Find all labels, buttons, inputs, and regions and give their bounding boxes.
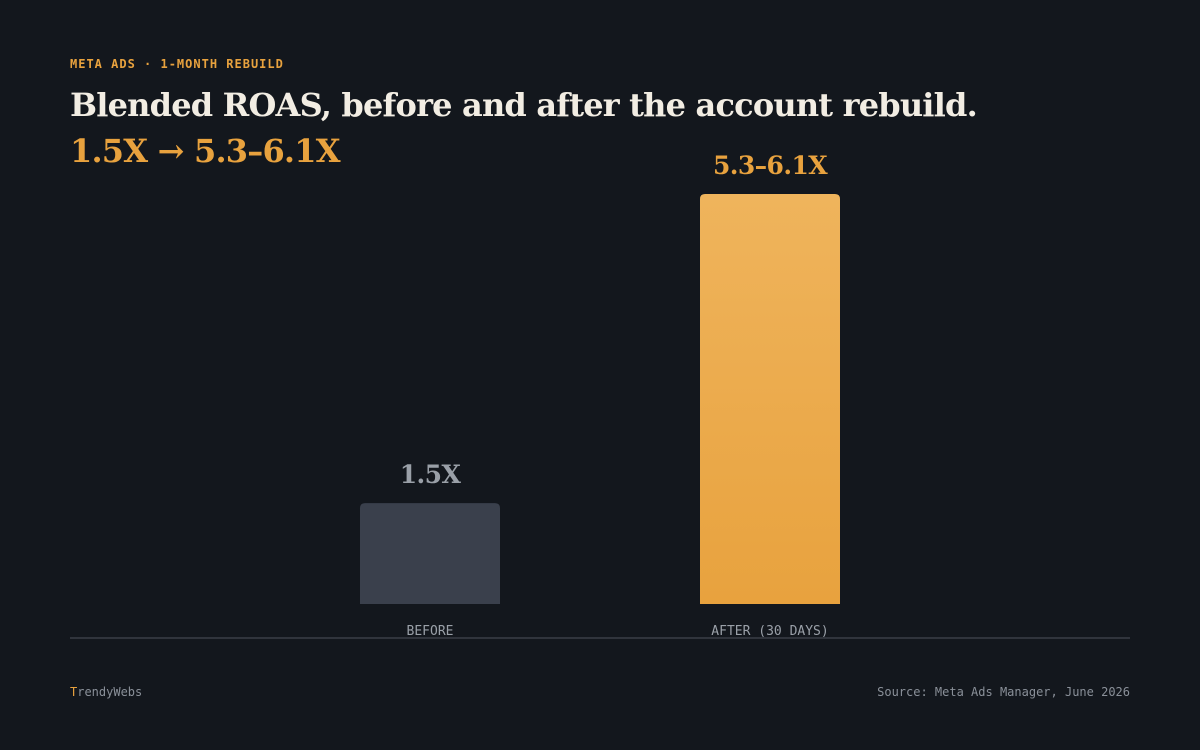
source-note: Source: Meta Ads Manager, June 2026 [877, 685, 1130, 699]
tick-label-before: BEFORE [407, 624, 454, 639]
value-label-before: 1.5X [400, 460, 462, 489]
tick-label-after: AFTER (30 DAYS) [711, 624, 828, 639]
chart-subtitle: 1.5X → 5.3–6.1X [70, 132, 341, 170]
bar-after [700, 194, 840, 604]
value-label-after: 5.3–6.1X [713, 151, 828, 180]
brand-logo: TrendyWebs [70, 685, 142, 699]
brand-initial: T [70, 685, 78, 699]
bar-before [360, 503, 500, 604]
chart-title: Blended ROAS, before and after the accou… [70, 86, 978, 124]
chart-eyebrow: META ADS · 1-MONTH REBUILD [70, 57, 284, 71]
brand-name: rendyWebs [77, 685, 143, 699]
